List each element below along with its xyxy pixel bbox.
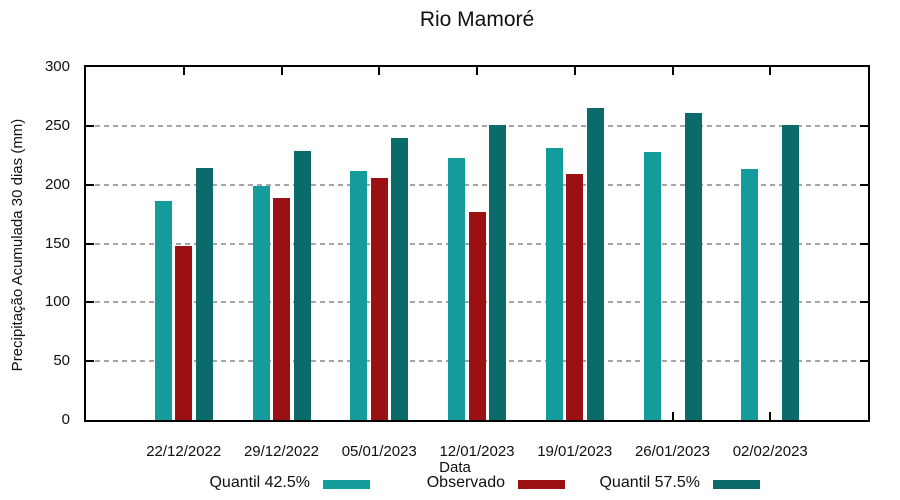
bar-observado-05-01-2023 [370,177,388,420]
bar-quantil-42-5--12-01-2023 [448,157,465,420]
gridline-y250 [86,124,868,127]
bar-quantil-42-5--19-01-2023 [545,148,563,420]
bar-quantil-57-5--12-01-2023 [489,124,506,420]
x-tick-mark [280,67,283,75]
y-tick-mark [86,301,94,304]
bar-quantil-42-5--29-12-2022 [252,185,270,420]
y-tick-mark [860,360,868,363]
y-tick-mark [86,183,94,186]
chart-title: Rio Mamoré [419,8,535,31]
x-tick-label-29-12-2022: 29/12/2022 [243,443,320,460]
x-axis-title: Data [439,459,471,476]
x-tick-label-05-01-2023: 05/01/2023 [341,443,417,460]
legend-label-quantil-57-5-: Quantil 57.5% [599,474,700,491]
bar-observado-12-01-2023 [468,211,486,420]
x-tick-label-22-12-2022: 22/12/2022 [146,443,222,460]
y-tick-mark [86,360,94,363]
bar-quantil-42-5--22-12-2022 [154,201,172,420]
x-tick-mark [769,412,772,420]
plot-area [84,65,870,422]
y-tick-label-0: 0 [61,411,70,428]
legend-swatch-quantil-42-5- [323,480,370,489]
bar-quantil-57-5--22-12-2022 [195,168,213,420]
y-tick-label-100: 100 [44,293,70,311]
bar-observado-19-01-2023 [566,174,584,420]
x-tick-label-19-01-2023: 19/01/2023 [537,443,613,460]
legend-label-observado: Observado [426,474,505,491]
bar-quantil-57-5--02-02-2023 [782,124,800,420]
bar-observado-29-12-2022 [273,197,290,420]
x-tick-label-02-02-2023: 02/02/2023 [732,443,808,460]
bar-quantil-57-5--29-12-2022 [293,150,311,420]
y-tick-mark [860,183,868,186]
legend-label-quantil-42-5-: Quantil 42.5% [209,474,310,491]
y-tick-label-300: 300 [44,58,70,75]
y-tick-mark [860,124,868,127]
x-tick-mark [476,67,478,75]
bar-quantil-57-5--26-01-2023 [684,112,702,420]
gridline-y200 [86,183,868,186]
bar-quantil-57-5--19-01-2023 [586,108,604,420]
bar-quantil-42-5--26-01-2023 [643,151,661,420]
bar-observado-22-12-2022 [175,245,193,420]
x-tick-mark [769,67,772,75]
bar-quantil-42-5--02-02-2023 [741,169,759,420]
y-tick-label-50: 50 [53,352,70,370]
y-tick-label-200: 200 [44,175,70,193]
x-tick-label-12-01-2023: 12/01/2023 [439,443,515,460]
y-tick-label-250: 250 [44,116,70,134]
legend-swatch-quantil-57-5- [713,480,760,489]
y-tick-mark [860,301,868,304]
y-tick-mark [86,124,94,127]
x-tick-mark [671,67,674,75]
y-tick-label-150: 150 [44,234,70,252]
bar-quantil-57-5--05-01-2023 [391,137,409,420]
y-tick-mark [860,242,868,245]
y-tick-mark [86,242,94,245]
x-tick-mark [671,412,674,420]
x-tick-mark [573,67,576,75]
legend-swatch-observado [518,480,565,489]
x-tick-mark [378,67,381,75]
bar-quantil-42-5--05-01-2023 [350,170,368,420]
x-tick-label-26-01-2023: 26/01/2023 [634,443,711,460]
x-tick-mark [182,67,185,75]
